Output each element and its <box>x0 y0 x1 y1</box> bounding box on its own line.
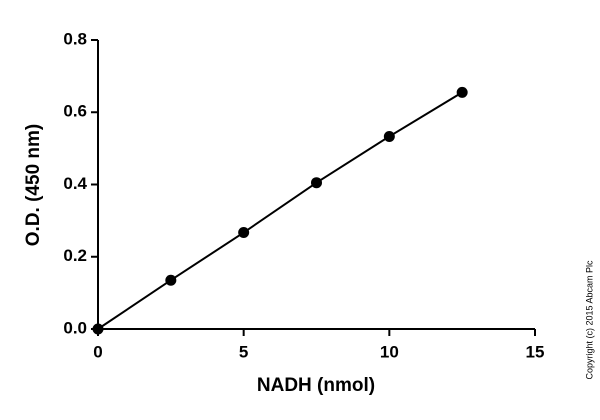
y-tick-label: 0.8 <box>63 29 87 48</box>
data-point <box>311 177 322 189</box>
x-tick-label: 10 <box>380 342 399 361</box>
y-tick-label: 0.2 <box>63 246 87 265</box>
data-point <box>456 86 468 98</box>
x-tick-label: 15 <box>526 342 545 361</box>
copyright: Copyright (c) 2015 Abcam Plc <box>584 260 594 380</box>
fit-line <box>97 91 463 330</box>
y-axis-title: O.D. (450 nm) <box>23 124 44 246</box>
x-axis-title: NADH (nmol) <box>257 375 375 396</box>
y-tick-label: 0.6 <box>63 102 87 121</box>
y-tick-label: 0.0 <box>63 318 87 337</box>
x-tick-label: 0 <box>93 342 102 361</box>
data-point <box>383 130 395 142</box>
y-tick-label: 0.4 <box>63 174 87 193</box>
data-point <box>92 323 104 335</box>
x-tick-label: 5 <box>239 342 248 361</box>
data-point <box>165 274 177 286</box>
data-point <box>238 227 250 239</box>
